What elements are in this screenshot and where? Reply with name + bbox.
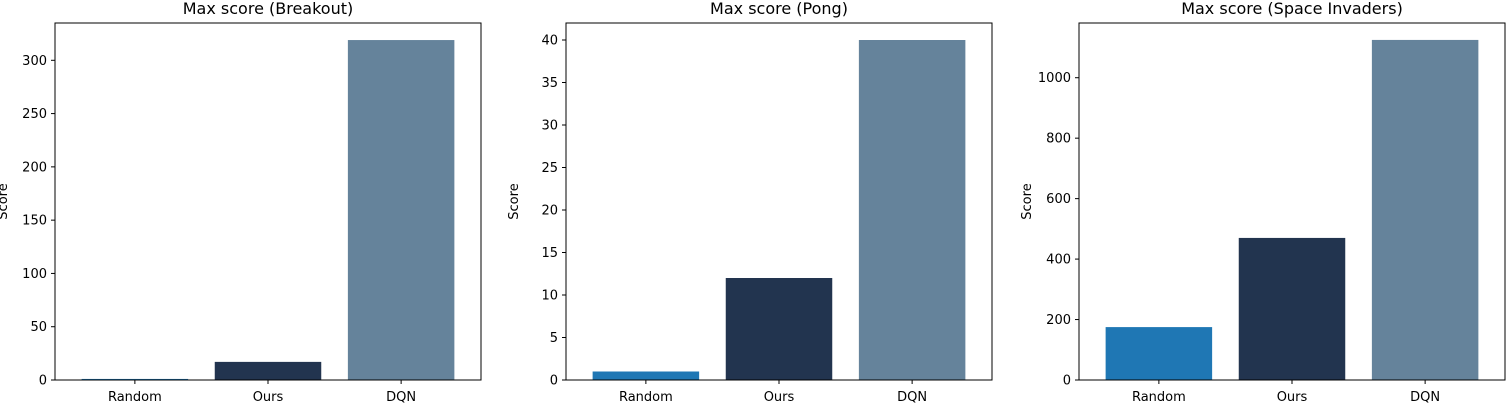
- y-tick-label: 250: [22, 107, 47, 122]
- chart-title: Max score (Space Invaders): [1181, 0, 1403, 18]
- y-tick-label: 100: [22, 267, 47, 282]
- y-tick-label: 35: [541, 76, 558, 91]
- y-tick-label: 600: [1046, 192, 1071, 207]
- axes-frame: [565, 22, 993, 381]
- bar-ours: [725, 278, 833, 380]
- chart-panel-2: Max score (Space Invaders) Score Random Our…: [1020, 0, 1506, 404]
- y-axis-label: Score: [1020, 183, 1035, 219]
- y-tick-label: 800: [1046, 132, 1071, 147]
- y-tick-label: 0: [1063, 374, 1071, 389]
- x-tick-label-random: Random: [108, 390, 162, 404]
- y-tick-label: 20: [541, 204, 558, 219]
- y-tick-label: 400: [1046, 253, 1071, 268]
- y-tick-label: 50: [30, 320, 47, 335]
- bar-ours: [1238, 237, 1346, 380]
- bar-random: [1105, 327, 1213, 380]
- y-tick-label: 15: [541, 246, 558, 261]
- y-tick-label: 30: [541, 119, 558, 134]
- x-tick-label-random: Random: [1132, 390, 1186, 404]
- chart-title: Max score (Pong): [710, 0, 848, 18]
- axes-frame: [1078, 22, 1506, 381]
- x-tick-label-dqn: DQN: [897, 390, 927, 404]
- bar-random: [592, 371, 700, 380]
- y-tick-label: 200: [22, 160, 47, 175]
- y-tick-label: 0: [39, 374, 47, 389]
- y-tick-label: 1000: [1038, 71, 1071, 86]
- x-tick-label-dqn: DQN: [1410, 390, 1440, 404]
- chart-panel-0: Max score (Breakout) Score Random Ours DQN 0 5…: [0, 0, 482, 404]
- x-tick-label-ours: Ours: [764, 390, 795, 404]
- bar-dqn: [347, 40, 455, 380]
- axes-frame: [54, 22, 482, 381]
- y-tick-label: 25: [541, 161, 558, 176]
- bar-dqn: [858, 40, 966, 380]
- y-tick-label: 10: [541, 289, 558, 304]
- y-tick-label: 5: [550, 331, 558, 346]
- y-tick-label: 40: [541, 34, 558, 49]
- x-tick-label-random: Random: [619, 390, 673, 404]
- bar-dqn: [1371, 39, 1479, 380]
- y-axis-label: Score: [0, 183, 11, 219]
- y-tick-label: 300: [22, 54, 47, 69]
- bar-ours: [214, 361, 322, 380]
- y-tick-label: 200: [1046, 313, 1071, 328]
- bar-random: [81, 378, 189, 380]
- y-axis-label: Score: [507, 183, 522, 219]
- chart-panel-1: Max score (Pong) Score Random Ours DQN 0 5 10 15…: [507, 0, 993, 404]
- chart-title: Max score (Breakout): [183, 0, 353, 18]
- x-tick-label-ours: Ours: [1277, 390, 1308, 404]
- x-tick-label-dqn: DQN: [386, 390, 416, 404]
- x-tick-label-ours: Ours: [253, 390, 284, 404]
- y-tick-label: 0: [550, 374, 558, 389]
- y-tick-label: 150: [22, 214, 47, 229]
